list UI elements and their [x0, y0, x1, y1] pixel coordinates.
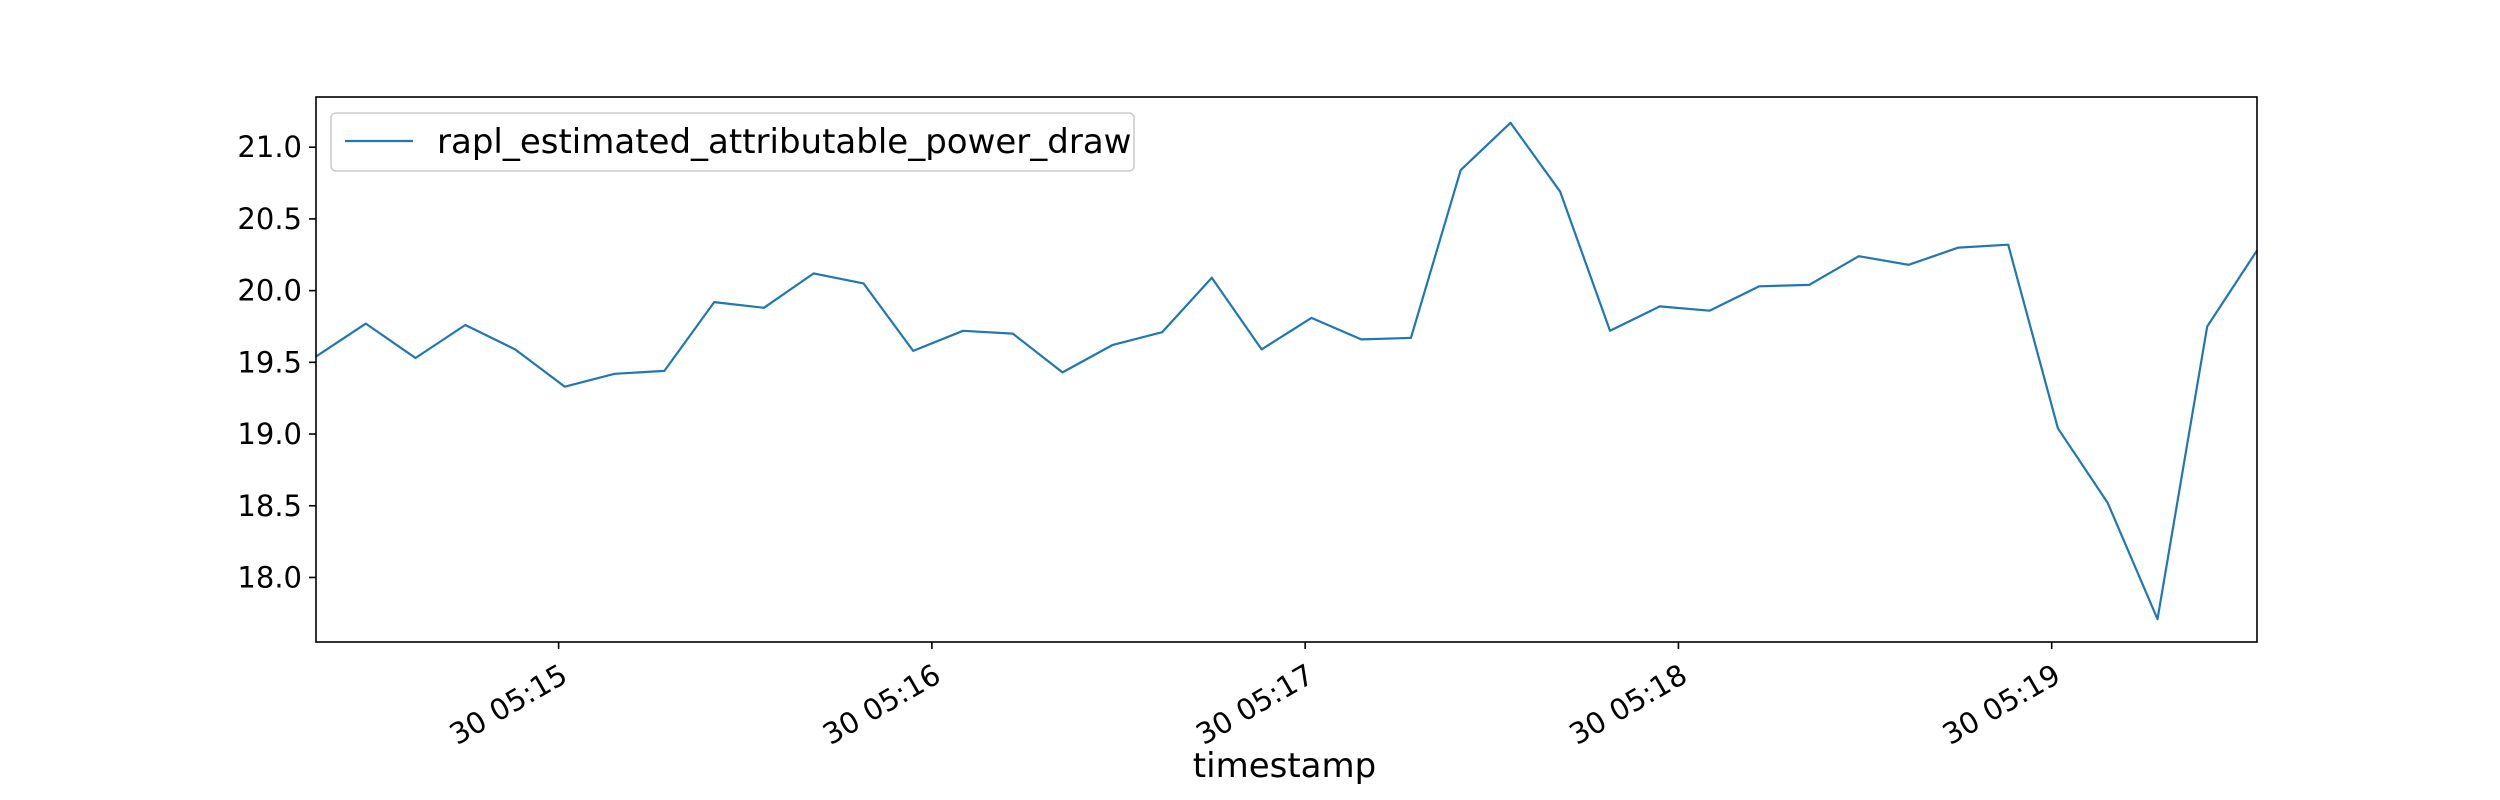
data-point	[513, 347, 517, 351]
data-point	[1210, 276, 1214, 280]
data-point	[1409, 336, 1413, 340]
x-tick-label: 30 05:17	[1190, 657, 1319, 751]
plot-area-frame	[315, 96, 2258, 643]
y-tick-label: 20.0	[237, 274, 302, 308]
data-point	[911, 349, 915, 353]
x-tick-label: 30 05:15	[444, 657, 573, 751]
data-point	[364, 322, 368, 326]
x-tick-label: 30 05:19	[1937, 657, 2066, 751]
x-axis: 30 05:15 30 05:16 30 05:17 30 05:18 30 05:19	[444, 642, 2066, 752]
data-point	[1907, 263, 1911, 267]
data-point	[1359, 337, 1363, 341]
legend: rapl_estimated_attributable_power_draw	[330, 112, 1135, 172]
y-tick-label: 19.5	[237, 345, 302, 379]
data-point	[414, 356, 418, 360]
legend-label: rapl_estimated_attributable_power_draw	[437, 122, 1132, 162]
data-point	[1708, 309, 1712, 313]
y-tick-label: 19.0	[237, 417, 302, 451]
data-point	[1459, 168, 1463, 172]
data-point	[1658, 304, 1662, 308]
data-point	[1956, 246, 1960, 250]
data-point	[961, 329, 965, 333]
data-point	[2106, 501, 2110, 505]
data-point	[712, 300, 716, 304]
data-point	[1558, 190, 1562, 194]
data-point	[2056, 426, 2060, 430]
data-point	[2006, 243, 2010, 247]
y-tick-label: 21.0	[237, 130, 302, 164]
y-tick-label: 20.5	[237, 202, 302, 236]
data-point	[1160, 330, 1164, 334]
data-point	[613, 372, 617, 376]
data-point	[2156, 617, 2160, 621]
y-tick-label: 18.5	[237, 489, 302, 523]
data-point	[1061, 370, 1065, 374]
data-point	[1807, 283, 1811, 287]
series-layer	[315, 121, 2258, 621]
data-point	[1110, 343, 1114, 347]
data-point	[862, 281, 866, 285]
data-point	[1011, 332, 1015, 336]
data-point	[1608, 329, 1612, 333]
data-point	[662, 369, 666, 373]
data-point	[2205, 325, 2209, 329]
x-tick-label: 30 05:18	[1563, 657, 1692, 751]
legend-box	[330, 112, 1135, 172]
y-axis: 18.0 18.5 19.0 19.5 20.0 20.5 21.0	[237, 130, 316, 594]
data-point	[762, 306, 766, 310]
data-point	[1509, 121, 1513, 125]
data-point	[463, 323, 467, 327]
x-axis-title: timestamp	[1193, 746, 1376, 786]
data-point	[563, 385, 567, 389]
data-point	[812, 271, 816, 275]
data-point	[1309, 316, 1313, 320]
x-tick-label: 30 05:16	[817, 657, 946, 751]
data-point	[1757, 284, 1761, 288]
y-tick-label: 18.0	[237, 560, 302, 594]
data-point	[1260, 347, 1264, 351]
data-point	[1857, 254, 1861, 258]
series-line	[315, 121, 2258, 621]
